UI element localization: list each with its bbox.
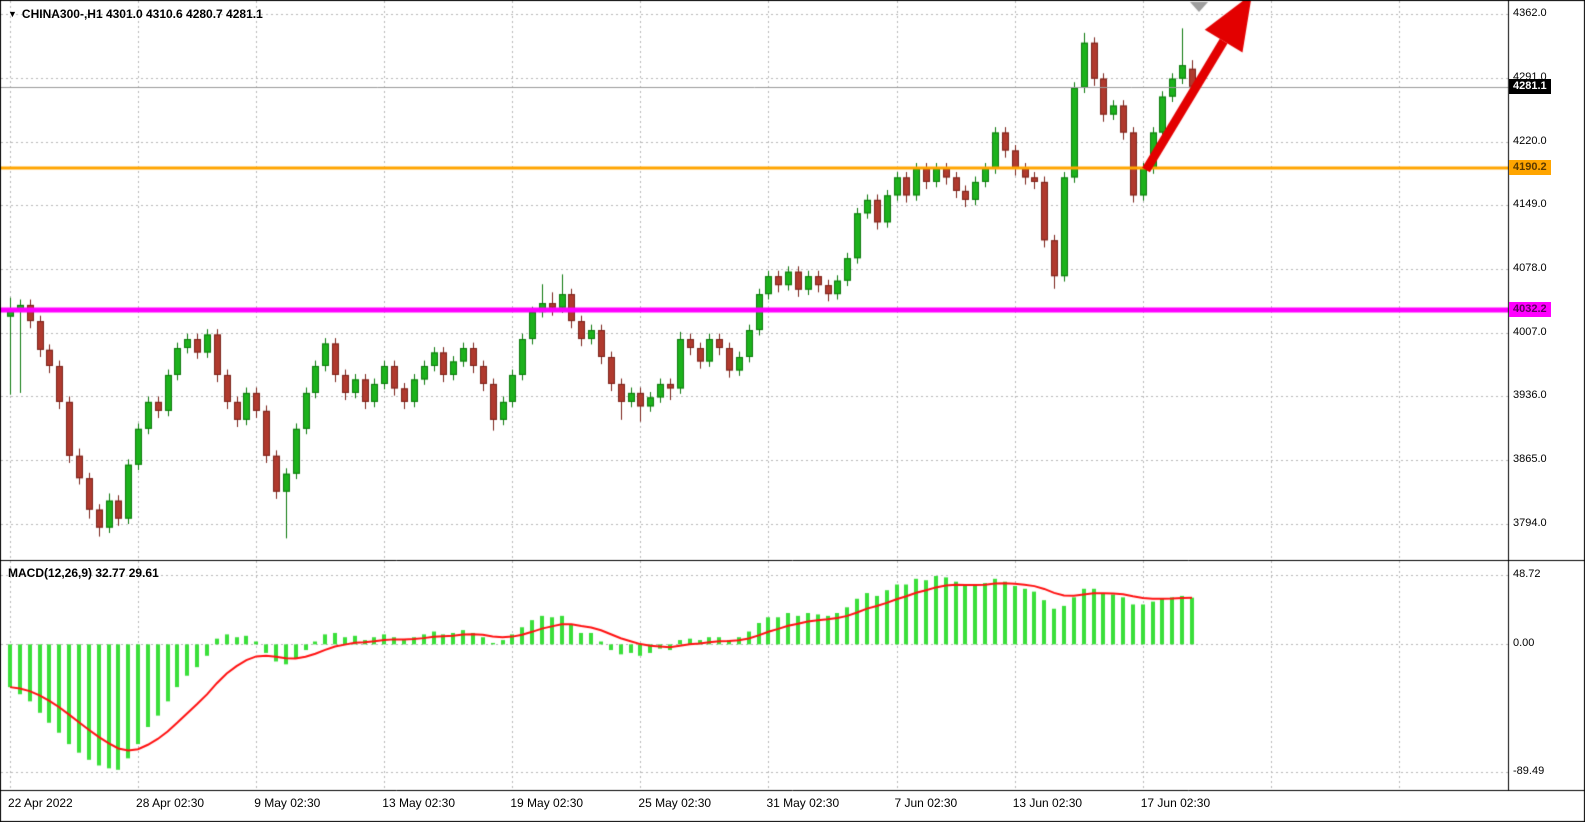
candlestick-chart-canvas[interactable] xyxy=(0,0,1585,822)
